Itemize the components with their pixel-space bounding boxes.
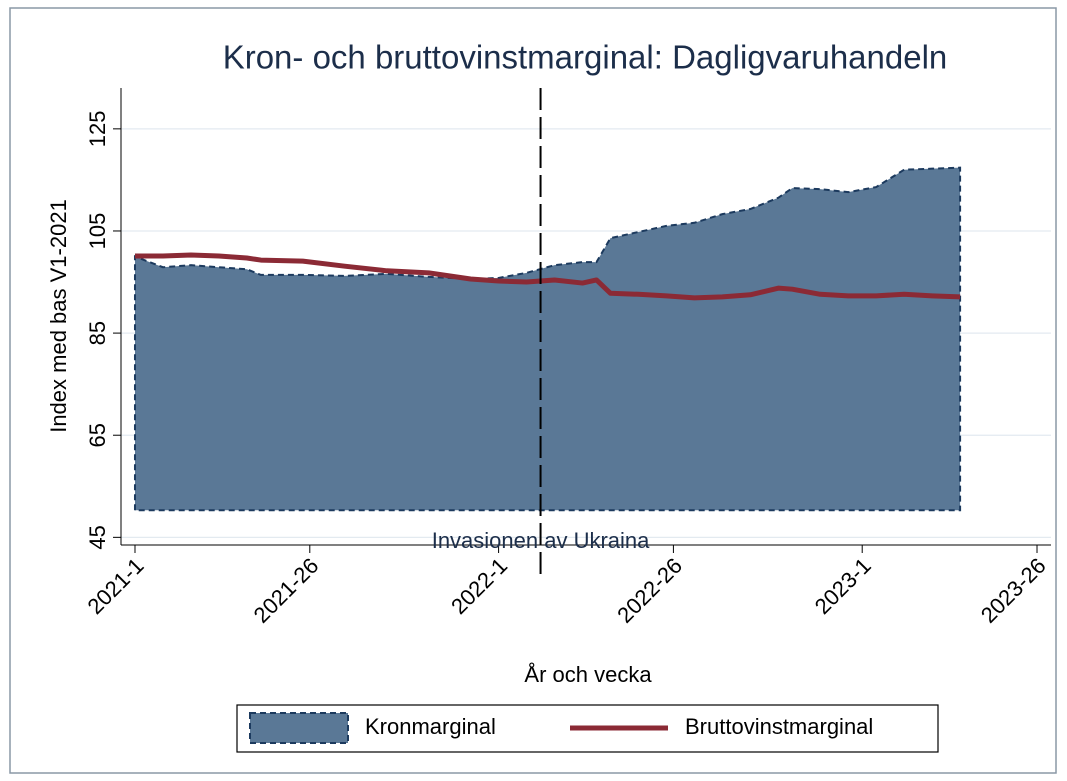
legend-label: Kronmarginal — [365, 714, 496, 739]
y-axis-label: Index med bas V1-2021 — [46, 199, 71, 433]
legend-swatch — [249, 712, 349, 744]
x-axis-label: År och vecka — [524, 662, 652, 687]
y-tick-label: 105 — [85, 213, 110, 250]
y-tick-label: 45 — [85, 525, 110, 549]
y-tick-label: 125 — [85, 110, 110, 147]
legend-label: Bruttovinstmarginal — [685, 714, 873, 739]
area — [133, 166, 962, 512]
chart-title: Kron- och bruttovinstmarginal: Dagligvar… — [223, 39, 948, 76]
y-tick-label: 85 — [85, 321, 110, 345]
event-label: Invasionen av Ukraina — [432, 528, 650, 553]
line — [134, 252, 961, 301]
y-tick-label: 65 — [85, 423, 110, 447]
